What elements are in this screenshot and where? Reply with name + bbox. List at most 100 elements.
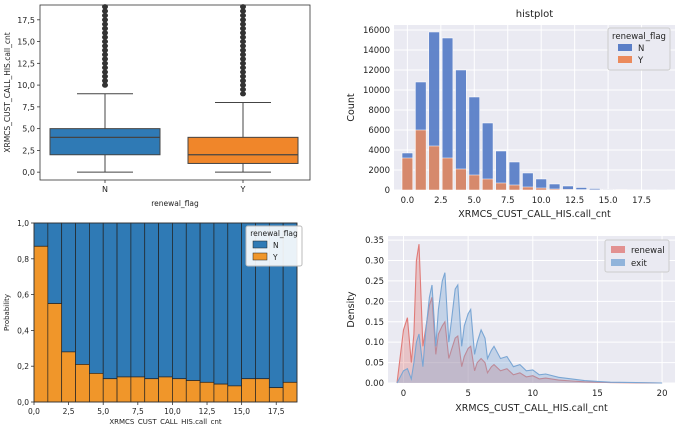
legend-swatch bbox=[611, 246, 625, 253]
y-tick-label: 12000 bbox=[363, 66, 390, 76]
y-tick-label: 0.20 bbox=[365, 297, 384, 307]
legend-swatch bbox=[253, 241, 267, 248]
y-tick-label: 0.35 bbox=[365, 236, 384, 246]
stack-bar-Y bbox=[103, 379, 117, 402]
y-tick-label: 0 bbox=[385, 186, 390, 196]
stack-bar-Y bbox=[117, 377, 131, 402]
stack-bar-N bbox=[172, 223, 186, 379]
legend-label: N bbox=[638, 44, 644, 54]
stack-bar-Y bbox=[242, 379, 256, 402]
x-tick-label: 17,5 bbox=[268, 407, 285, 416]
hist-bar-Y bbox=[549, 189, 560, 190]
legend-swatch bbox=[253, 253, 267, 260]
y-tick-label: 15,0 bbox=[17, 38, 35, 47]
y-tick-label: 12,5 bbox=[17, 59, 35, 68]
x-tick-label: 15,0 bbox=[233, 407, 250, 416]
stack-bar-Y bbox=[89, 373, 103, 402]
legend-label: Y bbox=[637, 56, 644, 66]
y-tick-label: 7,5 bbox=[22, 103, 35, 112]
hist-bar-Y bbox=[482, 179, 493, 190]
stack-bar-N bbox=[89, 223, 103, 373]
y-tick-label: 0.30 bbox=[365, 257, 384, 267]
y-tick-label: 0.05 bbox=[365, 359, 384, 369]
x-tick-label: 15 bbox=[592, 389, 603, 399]
x-tick-label: Y bbox=[240, 185, 246, 194]
stack-bar-Y bbox=[34, 246, 48, 402]
legend-label: N bbox=[273, 241, 279, 250]
hist-bar-Y bbox=[536, 188, 547, 190]
y-axis-label: Probability bbox=[3, 294, 11, 331]
legend-title: renewal_flag bbox=[612, 32, 666, 42]
stack-bar-N bbox=[48, 223, 62, 304]
hist-bar-Y bbox=[429, 146, 440, 190]
x-axis-label: renewal_flag bbox=[151, 199, 199, 208]
y-axis-label: XRMCS_CUST_CALL_HIS.call_cnt bbox=[3, 32, 12, 152]
x-tick-label: 0,0 bbox=[28, 407, 40, 416]
x-axis-label: XRMCS_CUST_CALL_HIS.call_cnt bbox=[109, 418, 222, 425]
y-tick-label: 8000 bbox=[368, 106, 390, 116]
hist-bar-Y bbox=[496, 183, 507, 190]
x-tick-label: 12,5 bbox=[199, 407, 216, 416]
x-tick-label: 0.0 bbox=[401, 196, 415, 206]
y-tick-label: 10,0 bbox=[17, 81, 35, 90]
y-tick-label: 1,0 bbox=[17, 219, 29, 228]
y-tick-label: 0,0 bbox=[22, 168, 35, 177]
y-tick-label: 4000 bbox=[368, 146, 390, 156]
y-tick-label: 14000 bbox=[363, 46, 390, 56]
stack-bar-Y bbox=[186, 381, 200, 402]
x-tick-label: 5,0 bbox=[97, 407, 109, 416]
hist-bar-Y bbox=[563, 189, 574, 190]
chart-title: histplot bbox=[516, 9, 553, 20]
stack-bar-Y bbox=[48, 304, 62, 402]
legend-swatch bbox=[618, 44, 632, 51]
box-Y bbox=[188, 137, 298, 163]
stack-bar-Y bbox=[269, 388, 283, 402]
x-tick-label: N bbox=[102, 185, 108, 194]
stack-bar-N bbox=[186, 223, 200, 381]
y-tick-label: 0.15 bbox=[365, 318, 384, 328]
stack-bar-Y bbox=[200, 382, 214, 402]
y-tick-label: 0,2 bbox=[17, 362, 29, 371]
stack-bar-N bbox=[200, 223, 214, 382]
x-tick-label: 12.5 bbox=[565, 196, 584, 206]
y-tick-label: 5,0 bbox=[22, 125, 35, 134]
stack-bar-N bbox=[103, 223, 117, 379]
stack-bar-N bbox=[62, 223, 76, 352]
y-axis-label: Count bbox=[346, 93, 357, 121]
legend-label: Y bbox=[272, 253, 278, 262]
stack-bar-Y bbox=[172, 379, 186, 402]
stack-bar-Y bbox=[131, 377, 145, 402]
box-N bbox=[50, 129, 160, 155]
stack-bar-Y bbox=[76, 364, 90, 402]
y-tick-label: 0,0 bbox=[17, 398, 29, 407]
y-tick-label: 0.10 bbox=[365, 338, 384, 348]
x-tick-label: 10 bbox=[527, 389, 538, 399]
outlier-point bbox=[240, 4, 246, 9]
y-tick-label: 0,8 bbox=[17, 255, 29, 264]
hist-bar-Y bbox=[509, 185, 520, 190]
stack-bar-Y bbox=[145, 379, 159, 402]
y-tick-label: 0,4 bbox=[17, 326, 29, 335]
x-axis-label: XRMCS_CUST_CALL_HIS.call_cnt bbox=[458, 209, 611, 220]
outlier-point bbox=[102, 4, 108, 9]
y-tick-label: 0,6 bbox=[17, 291, 29, 300]
x-tick-label: 0 bbox=[401, 389, 406, 399]
x-tick-label: 5 bbox=[465, 389, 470, 399]
hist-bar-Y bbox=[402, 158, 413, 190]
x-tick-label: 20 bbox=[657, 389, 668, 399]
y-tick-label: 10000 bbox=[363, 86, 390, 96]
y-tick-label: 6000 bbox=[368, 126, 390, 136]
y-axis-label: Density bbox=[346, 291, 357, 327]
stack-bar-N bbox=[228, 223, 242, 386]
hist-bar-Y bbox=[522, 187, 533, 190]
y-tick-label: 17,5 bbox=[17, 16, 35, 25]
stack-bar-N bbox=[76, 223, 90, 364]
legend-swatch bbox=[611, 259, 625, 266]
stack-bar-Y bbox=[255, 379, 269, 402]
